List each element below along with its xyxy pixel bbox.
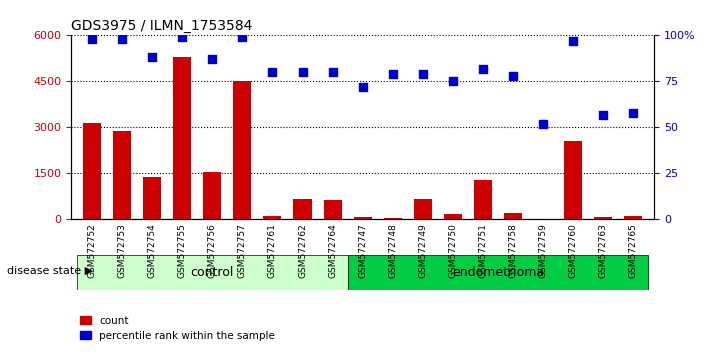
Text: GSM572762: GSM572762 bbox=[298, 223, 307, 278]
Text: GSM572749: GSM572749 bbox=[418, 223, 427, 278]
Text: disease state ▶: disease state ▶ bbox=[7, 266, 93, 276]
Text: GSM572756: GSM572756 bbox=[208, 223, 217, 278]
Bar bbox=[624, 216, 642, 219]
Point bbox=[417, 71, 429, 77]
Text: GSM572763: GSM572763 bbox=[599, 223, 607, 278]
Bar bbox=[384, 218, 402, 219]
Bar bbox=[444, 214, 461, 219]
Point bbox=[117, 36, 128, 42]
Point bbox=[447, 79, 459, 84]
Point bbox=[267, 69, 278, 75]
Text: GSM572754: GSM572754 bbox=[148, 223, 156, 278]
Point bbox=[567, 38, 579, 44]
Bar bbox=[203, 172, 221, 219]
Text: GSM572758: GSM572758 bbox=[508, 223, 518, 278]
Point bbox=[327, 69, 338, 75]
Text: GSM572757: GSM572757 bbox=[238, 223, 247, 278]
Text: endometrioma: endometrioma bbox=[451, 266, 544, 279]
Point bbox=[627, 110, 638, 115]
Text: GDS3975 / ILMN_1753584: GDS3975 / ILMN_1753584 bbox=[71, 19, 252, 33]
Text: control: control bbox=[191, 266, 234, 279]
Bar bbox=[534, 218, 552, 219]
Point bbox=[237, 34, 248, 40]
Point bbox=[507, 73, 518, 79]
Bar bbox=[233, 81, 252, 219]
Point bbox=[387, 71, 398, 77]
Point bbox=[477, 66, 488, 72]
Text: GSM572765: GSM572765 bbox=[629, 223, 638, 278]
Bar bbox=[264, 216, 282, 219]
Point bbox=[538, 121, 549, 127]
Text: GSM572750: GSM572750 bbox=[448, 223, 457, 278]
Bar bbox=[474, 179, 492, 219]
Bar bbox=[113, 131, 132, 219]
Text: GSM572759: GSM572759 bbox=[538, 223, 547, 278]
Bar bbox=[504, 213, 522, 219]
Text: GSM572761: GSM572761 bbox=[268, 223, 277, 278]
Bar bbox=[294, 199, 311, 219]
Text: GSM572755: GSM572755 bbox=[178, 223, 187, 278]
Point bbox=[597, 112, 609, 118]
Bar bbox=[594, 217, 612, 219]
Bar bbox=[173, 57, 191, 219]
Text: GSM572753: GSM572753 bbox=[118, 223, 127, 278]
Point bbox=[146, 55, 158, 60]
Text: GSM572760: GSM572760 bbox=[569, 223, 577, 278]
Bar bbox=[143, 177, 161, 219]
Point bbox=[176, 34, 188, 40]
Text: GSM572747: GSM572747 bbox=[358, 223, 367, 278]
Text: GSM572748: GSM572748 bbox=[388, 223, 397, 278]
Legend: count, percentile rank within the sample: count, percentile rank within the sample bbox=[76, 312, 279, 345]
Text: GSM572764: GSM572764 bbox=[328, 223, 337, 278]
Text: GSM572751: GSM572751 bbox=[479, 223, 487, 278]
FancyBboxPatch shape bbox=[77, 255, 348, 290]
Bar bbox=[564, 141, 582, 219]
Point bbox=[87, 36, 98, 42]
Point bbox=[357, 84, 368, 90]
FancyBboxPatch shape bbox=[348, 255, 648, 290]
Bar bbox=[414, 199, 432, 219]
Point bbox=[207, 57, 218, 62]
Bar bbox=[83, 123, 101, 219]
Bar bbox=[324, 200, 341, 219]
Bar bbox=[353, 217, 372, 219]
Point bbox=[296, 69, 308, 75]
Text: GSM572752: GSM572752 bbox=[87, 223, 97, 278]
